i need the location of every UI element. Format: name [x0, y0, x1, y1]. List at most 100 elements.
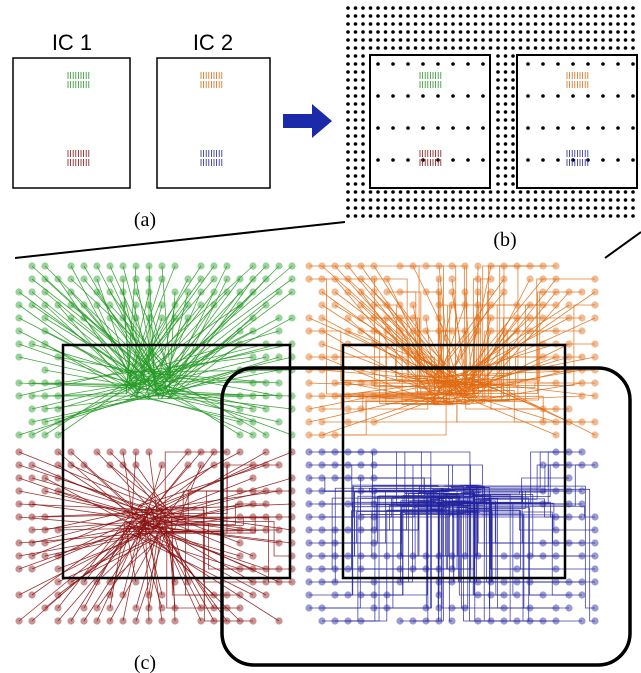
pad-dot: [399, 198, 403, 202]
pad-dot: [496, 78, 500, 82]
pad-dot: [541, 22, 545, 26]
pad-dot: [556, 198, 560, 202]
pin-dot: [132, 578, 139, 585]
pad-dot: [346, 166, 350, 170]
pin-dot: [171, 314, 178, 321]
pin-dot: [396, 301, 403, 308]
pin-dot: [591, 353, 598, 360]
pin-dot: [331, 262, 338, 269]
wire: [322, 499, 440, 608]
wire: [19, 521, 154, 569]
pad-dot: [496, 14, 500, 18]
wire: [469, 511, 556, 556]
pin-dot: [54, 431, 61, 438]
pin-dot: [448, 262, 455, 269]
pin-dot: [435, 591, 442, 598]
pad-dot: [451, 214, 455, 218]
pad-dot: [511, 150, 515, 154]
pad-dot: [556, 126, 560, 130]
pad-dot: [391, 14, 395, 18]
pad-dot: [504, 158, 508, 162]
pin-dot: [409, 552, 416, 559]
pin-dot: [474, 552, 481, 559]
pad-dot: [601, 14, 605, 18]
pad-dot: [384, 198, 388, 202]
pad-dot: [624, 46, 628, 50]
pad-dot: [504, 190, 508, 194]
pin-dot: [41, 314, 48, 321]
pin-dot: [318, 288, 325, 295]
pin-dot: [513, 591, 520, 598]
pad-dot: [421, 126, 425, 130]
pad-dot: [346, 14, 350, 18]
wire: [471, 390, 595, 422]
pin-dot: [67, 448, 74, 455]
pin-dot: [145, 448, 152, 455]
pad-dot: [436, 214, 440, 218]
pad-dot: [444, 190, 448, 194]
pin-dot: [28, 340, 35, 347]
pad-dot: [601, 46, 605, 50]
pin-dot: [591, 513, 598, 520]
pin-dot: [41, 604, 48, 611]
pad-dot: [504, 46, 508, 50]
pad-dot: [609, 46, 613, 50]
pin-dot: [526, 275, 533, 282]
pin-dot: [28, 405, 35, 412]
pad-dot: [609, 22, 613, 26]
pad-dot: [489, 190, 493, 194]
pin-dot: [54, 474, 61, 481]
pad-dot: [489, 198, 493, 202]
pad-dot: [466, 38, 470, 42]
pin-dot: [93, 262, 100, 269]
pin-dot: [370, 327, 377, 334]
pin-dot: [435, 301, 442, 308]
pin-dot: [305, 487, 312, 494]
pad-dot: [451, 126, 455, 130]
pad-dot: [616, 94, 620, 98]
pin-dot: [80, 578, 87, 585]
pin-dot: [249, 578, 256, 585]
pin-dot: [210, 448, 217, 455]
pin-dot: [357, 461, 364, 468]
wire: [165, 279, 266, 390]
pad-dot: [526, 14, 530, 18]
pin-dot: [370, 448, 377, 455]
pin-dot: [344, 379, 351, 386]
pin-dot: [461, 301, 468, 308]
pin-dot: [93, 604, 100, 611]
pad-dot: [631, 62, 635, 66]
pin-dot: [500, 552, 507, 559]
pin-dot: [184, 461, 191, 468]
pad-dot: [354, 158, 358, 162]
wire: [322, 478, 449, 491]
pad-dot: [534, 190, 538, 194]
pad-dot: [399, 38, 403, 42]
pin-dot: [80, 604, 87, 611]
pad-dot: [496, 118, 500, 122]
pad-dot: [511, 206, 515, 210]
pad-dot: [616, 22, 620, 26]
pin-dot: [396, 262, 403, 269]
pin-dot: [357, 262, 364, 269]
pad-dot: [504, 22, 508, 26]
pad-dot: [414, 190, 418, 194]
pad-dot: [631, 22, 635, 26]
pin-dot: [318, 448, 325, 455]
pin-dot: [383, 327, 390, 334]
pin-dot: [132, 262, 139, 269]
pad-dot: [601, 22, 605, 26]
pad-dot: [436, 22, 440, 26]
pad-dot: [624, 206, 628, 210]
pad-dot: [541, 190, 545, 194]
pad-dot: [354, 126, 358, 130]
pad-dot: [429, 38, 433, 42]
pad-dot: [624, 38, 628, 42]
pad-dot: [384, 14, 388, 18]
pin-dot: [106, 578, 113, 585]
wire: [444, 465, 582, 486]
pad-dot: [421, 62, 425, 66]
pad-dot: [436, 126, 440, 130]
pad-dot: [579, 6, 583, 10]
pad-dot: [586, 62, 590, 66]
